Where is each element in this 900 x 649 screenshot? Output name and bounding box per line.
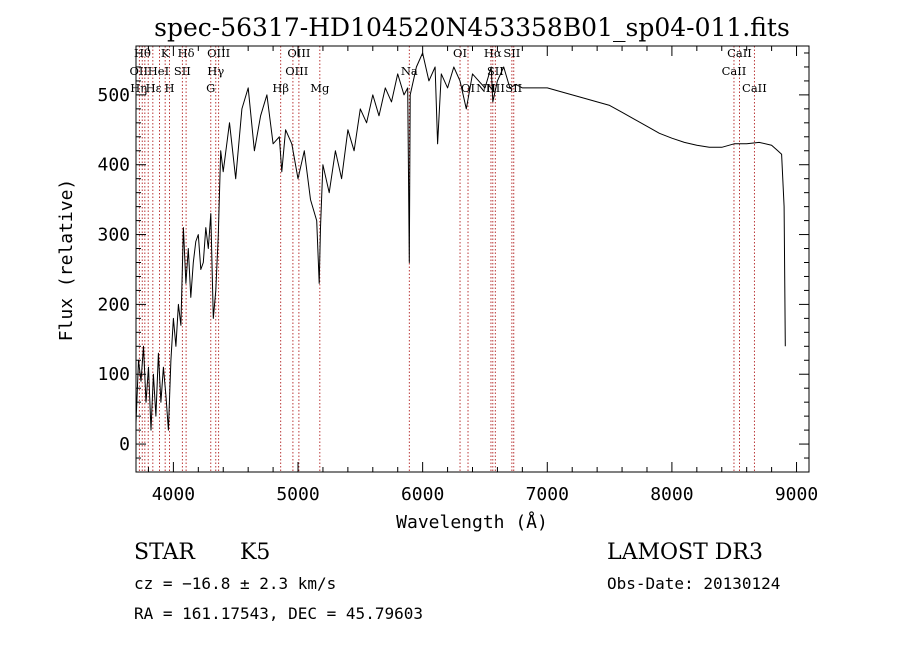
- line-label: Hγ: [207, 64, 224, 78]
- line-label: OIII: [287, 46, 310, 60]
- line-label: SII: [503, 46, 520, 60]
- redshift-value: cz = −16.8 ± 2.3 km/s: [134, 574, 337, 593]
- line-label: Hδ: [178, 46, 195, 60]
- chart-title: spec-56317-HD104520N453358B01_sp04-011.f…: [154, 13, 790, 42]
- emission-line-markers: [138, 46, 755, 472]
- line-label: SII: [174, 64, 191, 78]
- x-tick-label: 5000: [276, 484, 319, 505]
- y-tick-label: 500: [97, 85, 130, 106]
- line-label: Hε: [146, 81, 162, 95]
- line-label: G: [206, 81, 215, 95]
- line-label: OI: [453, 46, 467, 60]
- plot-frame: [135, 45, 810, 473]
- x-axis-ticks: 4000 5000 6000 7000 8000 9000: [147, 46, 818, 505]
- y-tick-label: 400: [97, 155, 130, 176]
- object-subclass: K5: [240, 540, 271, 565]
- ra-dec-coordinates: RA = 161.17543, DEC = 45.79603: [134, 604, 423, 623]
- line-label: CaII: [742, 81, 767, 95]
- line-label: NII: [486, 81, 505, 95]
- line-label: HeI: [148, 64, 169, 78]
- x-tick-label: 9000: [775, 484, 818, 505]
- x-tick-label: 7000: [526, 484, 569, 505]
- y-axis-ticks: 0 100 200 300 400 500: [97, 52, 809, 459]
- x-tick-label: 8000: [650, 484, 693, 505]
- line-label: SII: [505, 81, 522, 95]
- line-label: Mg: [310, 81, 330, 95]
- line-label: CaII: [722, 64, 747, 78]
- x-tick-label: 4000: [152, 484, 195, 505]
- line-label: Hθ: [134, 46, 151, 60]
- line-label: Hβ: [272, 81, 289, 95]
- line-label: OIII: [207, 46, 230, 60]
- x-tick-label: 6000: [401, 484, 444, 505]
- line-label: K: [161, 46, 170, 60]
- line-label: NII: [476, 81, 495, 95]
- object-class: STAR: [134, 540, 195, 565]
- line-label: SII: [487, 64, 504, 78]
- line-label: OIII: [285, 64, 308, 78]
- survey-name: LAMOST DR3: [607, 540, 763, 565]
- line-label: Hη: [130, 81, 147, 95]
- line-label: OI: [461, 81, 475, 95]
- line-label: OII: [129, 64, 148, 78]
- y-tick-label: 0: [119, 434, 130, 455]
- y-tick-label: 300: [97, 225, 130, 246]
- line-label: Na: [401, 64, 418, 78]
- observation-date: Obs-Date: 20130124: [607, 574, 781, 593]
- y-tick-label: 100: [97, 364, 130, 385]
- line-label: CaII: [727, 46, 752, 60]
- line-label: H: [165, 81, 175, 95]
- line-label: Hα: [484, 46, 502, 60]
- y-axis-label: Flux (relative): [56, 179, 77, 342]
- x-axis-label: Wavelength (Å): [396, 511, 548, 533]
- spectrum-line: [135, 52, 786, 431]
- y-tick-label: 200: [97, 294, 130, 315]
